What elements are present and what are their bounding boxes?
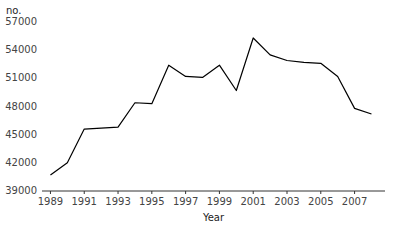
- x-tick-label: 1999: [207, 196, 232, 207]
- x-tick-label: 1991: [72, 196, 97, 207]
- x-tick: [185, 191, 186, 194]
- y-tick-label: 57000: [5, 16, 37, 27]
- y-tick-label: 51000: [5, 72, 37, 83]
- x-axis-label: Year: [202, 212, 225, 223]
- x-tick: [320, 191, 321, 194]
- x-tick-label: 2001: [240, 196, 265, 207]
- x-tick-label: 1993: [105, 196, 130, 207]
- x-tick: [84, 191, 85, 194]
- x-tick-label: 2007: [342, 196, 367, 207]
- y-tick-label: 54000: [5, 44, 37, 55]
- chart: 39000 42000 45000 48000 51000 54000 57000 1989 1…: [0, 0, 397, 227]
- y-tick-label: 42000: [5, 157, 37, 168]
- x-axis-line: [42, 191, 385, 192]
- y-tick-label: 48000: [5, 101, 37, 112]
- x-tick: [118, 191, 119, 194]
- y-tick-label: 45000: [5, 129, 37, 140]
- y-axis-label: no.: [6, 5, 21, 16]
- x-tick: [151, 191, 152, 194]
- x-tick-label: 2003: [274, 196, 299, 207]
- data-line: [50, 38, 371, 175]
- x-tick: [354, 191, 355, 194]
- x-tick: [50, 191, 51, 194]
- x-tick: [253, 191, 254, 194]
- x-tick-label: 1997: [173, 196, 198, 207]
- chart-container: 39000 42000 45000 48000 51000 54000 57000 1989 1…: [0, 0, 397, 227]
- x-tick-label: 2005: [308, 196, 333, 207]
- x-tick-label: 1989: [38, 196, 63, 207]
- x-tick-label: 1995: [139, 196, 164, 207]
- x-tick: [219, 191, 220, 194]
- x-tick: [287, 191, 288, 194]
- plot-area: [50, 38, 371, 175]
- y-tick-label: 39000: [5, 185, 37, 196]
